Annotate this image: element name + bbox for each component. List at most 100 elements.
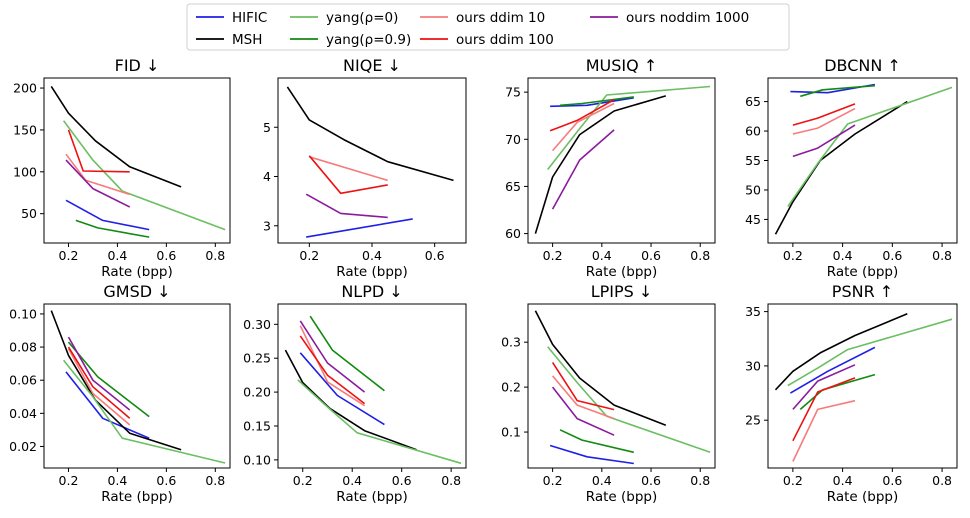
x-tick-label: 0.2 <box>783 248 803 263</box>
series-line-ours-ddim-10 <box>551 375 615 420</box>
series-line-msh <box>534 95 667 234</box>
x-tick-label: 0.8 <box>932 473 952 488</box>
series-line-msh <box>286 86 454 182</box>
series-line-ours-ddim-100 <box>299 335 366 405</box>
x-tick-label: 0.6 <box>425 248 445 263</box>
y-tick-label: 60 <box>745 124 761 139</box>
series-line-yang-0 <box>547 346 711 454</box>
plot-frame <box>277 303 467 469</box>
x-tick-label: 0.8 <box>690 473 710 488</box>
y-tick-label: 0.20 <box>243 385 271 400</box>
series-line-ours-noddim-1000 <box>551 386 615 436</box>
series-line-msh <box>50 85 182 188</box>
series-line-ours-ddim-10 <box>551 102 615 152</box>
series-line-ours-ddim-100 <box>67 346 131 419</box>
series-line-ours-ddim-100 <box>308 155 388 195</box>
y-tick-label: 0.30 <box>243 317 271 332</box>
series-line-ours-ddim-100 <box>792 103 856 126</box>
x-tick-label: 0.4 <box>833 248 853 263</box>
plot-frame <box>767 303 958 469</box>
y-tick-label: 0.1 <box>501 425 521 440</box>
y-tick-label: 75 <box>505 85 521 100</box>
legend-label: yang(ρ=0) <box>326 10 398 26</box>
plot-title: LPIPS ↓ <box>591 282 653 301</box>
plot-frame <box>527 303 716 469</box>
series-line-yang-0-9 <box>309 315 385 392</box>
x-tick-label: 0.2 <box>59 473 79 488</box>
y-tick-label: 150 <box>13 122 37 137</box>
legend-label: ours ddim 10 <box>456 10 545 26</box>
x-tick-label: 0.2 <box>783 473 803 488</box>
series-line-yang-0-9 <box>559 429 634 454</box>
plot-frame <box>767 77 958 244</box>
plot-title: MUSIQ ↑ <box>586 56 657 75</box>
y-tick-label: 0.15 <box>243 418 271 433</box>
series-line-hific <box>306 218 413 238</box>
y-tick-label: 3 <box>263 218 271 233</box>
y-tick-label: 0.02 <box>9 439 37 454</box>
series-line-hific <box>550 97 634 108</box>
subplot-1: FID ↓ 0.2 0.4 0.6 0.8 50 100 150 200 Rate (bpp) <box>13 56 231 280</box>
series-line-msh <box>534 310 667 427</box>
series-line-yang-0 <box>62 120 226 231</box>
y-tick-label: 45 <box>745 212 761 227</box>
y-tick-label: 55 <box>745 153 761 168</box>
x-axis-label: Rate (bpp) <box>336 489 408 505</box>
x-axis-label: Rate (bpp) <box>827 264 899 280</box>
y-tick-label: 70 <box>505 132 521 147</box>
series-line-ours-ddim-10 <box>299 325 366 407</box>
x-tick-label: 0.6 <box>156 473 176 488</box>
x-tick-label: 0.4 <box>833 473 853 488</box>
plot-frame <box>527 77 716 244</box>
series-line-ours-noddim-1000 <box>305 193 388 219</box>
series-line-yang-0 <box>787 86 953 207</box>
x-tick-label: 0.4 <box>362 248 382 263</box>
x-tick-label: 0.6 <box>882 473 902 488</box>
series-line-ours-ddim-100 <box>67 129 130 173</box>
y-tick-label: 25 <box>745 413 761 428</box>
legend: HIFIC MSH yang(ρ=0) yang(ρ=0.9) ours ddim 10… <box>186 3 790 51</box>
series-line-ours-ddim-10 <box>67 348 131 426</box>
subplot-3: MUSIQ ↑ 0.2 0.4 0.6 0.8 60 65 70 75 Rate (bpp) <box>505 56 716 280</box>
series-line-yang-0 <box>297 379 462 465</box>
x-tick-label: 0.2 <box>299 248 319 263</box>
x-tick-label: 0.8 <box>441 473 461 488</box>
subplot-6: NLPD ↓ 0.2 0.4 0.6 0.8 0.10 0.15 0.20 0.25 0.30 Ra… <box>243 282 467 505</box>
x-tick-label: 0.6 <box>156 248 176 263</box>
x-tick-label: 0.8 <box>205 248 225 263</box>
y-tick-label: 100 <box>13 164 37 179</box>
y-tick-label: 65 <box>505 179 521 194</box>
x-axis-label: Rate (bpp) <box>336 264 408 280</box>
series-line-ours-noddim-1000 <box>299 320 366 393</box>
plot-frame <box>277 77 467 244</box>
x-tick-label: 0.6 <box>641 248 661 263</box>
y-tick-label: 60 <box>505 226 521 241</box>
x-axis-label: Rate (bpp) <box>827 489 899 505</box>
x-tick-label: 0.8 <box>932 248 952 263</box>
subplot-5: GMSD ↓ 0.2 0.4 0.6 0.8 0.02 0.04 0.06 0.08 0.10 Ra… <box>9 282 231 505</box>
subplot-4: DBCNN ↑ 0.2 0.4 0.6 0.8 45 50 55 60 65 Rate (bpp) <box>745 56 958 280</box>
x-tick-label: 0.6 <box>882 248 902 263</box>
subplot-2: NIQE ↓ 0.2 0.4 0.6 3 4 5 Rate (bpp) <box>263 56 467 280</box>
series-line-msh <box>774 313 908 391</box>
y-tick-label: 0.08 <box>9 340 37 355</box>
series-line-yang-0-9 <box>800 84 875 98</box>
legend-label: ours noddim 1000 <box>626 10 749 26</box>
series-line-ours-ddim-10 <box>309 156 388 182</box>
y-tick-label: 4 <box>263 169 271 184</box>
y-tick-label: 0.06 <box>9 373 37 388</box>
y-tick-label: 0.10 <box>243 452 271 467</box>
y-tick-label: 0.04 <box>9 406 37 421</box>
series-line-yang-0 <box>547 85 711 170</box>
series-line-yang-0 <box>62 359 226 464</box>
series-line-hific <box>65 199 150 231</box>
series-line-hific <box>65 371 150 439</box>
x-tick-label: 0.6 <box>392 473 412 488</box>
x-tick-label: 0.8 <box>205 473 225 488</box>
x-tick-label: 0.2 <box>59 248 79 263</box>
y-tick-label: 0.25 <box>243 351 271 366</box>
legend-label: MSH <box>232 32 262 48</box>
series-line-ours-ddim-100 <box>792 377 856 442</box>
